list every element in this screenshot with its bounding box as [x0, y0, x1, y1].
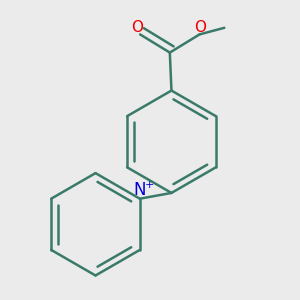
- Text: +: +: [144, 180, 154, 190]
- Text: O: O: [131, 20, 143, 34]
- Text: N: N: [134, 181, 146, 199]
- Text: O: O: [194, 20, 206, 34]
